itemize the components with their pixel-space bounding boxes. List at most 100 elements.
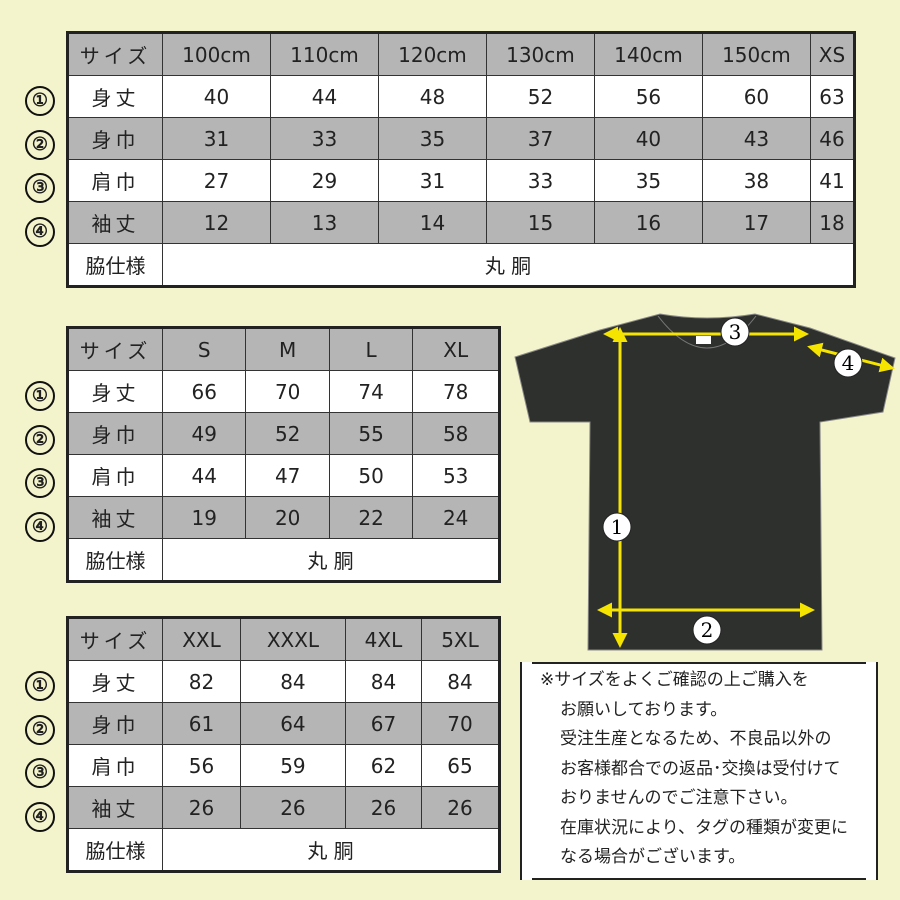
row-marker: ② <box>25 714 55 745</box>
measurement-cell: 61 <box>162 702 241 745</box>
table-row: 身丈 40 44 48 52 56 60 63 <box>67 75 856 118</box>
side-spec-value: 丸 胴 <box>162 828 500 872</box>
header-row: サイズ 100cm 110cm 120cm 130cm 140cm 150cm XS <box>67 32 856 76</box>
notice-line: お願いしております。 <box>560 699 728 720</box>
size-column-header: 150cm <box>701 32 811 76</box>
measurement-cell: 22 <box>328 496 414 539</box>
measurement-cell: 55 <box>328 412 414 455</box>
row-label: 肩巾 <box>67 454 163 497</box>
measurement-cell: 27 <box>162 159 271 202</box>
measurement-cell: 52 <box>485 75 595 118</box>
measurement-cell: 58 <box>412 412 500 455</box>
size-table: サイズ XXL XXXL 4XL 5XL 身丈 82 84 84 84 身巾 61 64 67 70 肩巾 56… <box>66 616 501 873</box>
measurement-cell: 84 <box>420 660 501 703</box>
measurement-cell: 26 <box>420 786 501 829</box>
notice-line: お客様都合での返品･交換は受付けて <box>560 758 841 779</box>
measurement-cell: 14 <box>377 201 487 244</box>
size-column-header: XL <box>412 327 500 371</box>
size-table: サイズ 100cm 110cm 120cm 130cm 140cm 150cm XS 身丈 40 4… <box>66 31 856 288</box>
row-label: 肩巾 <box>67 159 163 202</box>
measurement-cell: 35 <box>377 117 487 160</box>
measurement-cell: 53 <box>412 454 500 497</box>
measurement-cell: 40 <box>162 75 271 118</box>
size-column-header: XXXL <box>239 617 346 661</box>
table-row: 身巾 31 33 35 37 40 43 46 <box>67 117 856 160</box>
footer-row: 脇仕様丸 胴 <box>67 243 855 287</box>
size-column-header: 110cm <box>269 32 379 76</box>
notice-line: なる場合がございます。 <box>560 847 746 867</box>
side-spec-label: 脇仕様 <box>67 538 163 582</box>
measurement-cell: 56 <box>162 744 241 787</box>
diagram-label-4: 4 <box>842 351 855 375</box>
row-marker: ④ <box>25 801 55 832</box>
measurement-cell: 37 <box>485 117 595 160</box>
measurement-cell: 26 <box>162 786 241 829</box>
size-column-header: 5XL <box>420 617 501 661</box>
size-header-label: サイズ <box>67 32 163 76</box>
measurement-cell: 40 <box>593 117 703 160</box>
measurement-cell: 44 <box>161 454 247 497</box>
measurement-cell: 43 <box>701 117 811 160</box>
size-header-label: サイズ <box>67 327 163 371</box>
row-label: 袖丈 <box>67 496 163 539</box>
measurement-cell: 56 <box>593 75 703 118</box>
side-spec-label: 脇仕様 <box>67 828 163 872</box>
size-column-header: 4XL <box>344 617 422 661</box>
footer-row: 脇仕様丸 胴 <box>67 828 500 872</box>
size-column-header: 120cm <box>377 32 487 76</box>
row-label: 身丈 <box>67 660 163 703</box>
row-marker: ② <box>25 424 55 455</box>
table-row: 身巾 61 64 67 70 <box>67 702 501 745</box>
measurement-cell: 20 <box>245 496 330 539</box>
table-row: 肩巾 56 59 62 65 <box>67 744 501 787</box>
row-marker: ① <box>25 671 55 701</box>
notice-line: 在庫状況により、タグの種類が変更に <box>560 817 848 838</box>
measurement-cell: 46 <box>809 117 856 160</box>
measurement-cell: 13 <box>269 201 379 244</box>
header-row: サイズ S M L XL <box>67 327 500 371</box>
measurement-cell: 31 <box>162 117 271 160</box>
size-column-header: S <box>161 327 247 371</box>
row-marker: ③ <box>25 468 55 498</box>
measurement-cell: 65 <box>420 744 501 787</box>
row-marker: ④ <box>25 216 55 247</box>
measurement-cell: 41 <box>809 159 856 202</box>
size-column-header: 100cm <box>162 32 271 76</box>
measurement-cell: 64 <box>239 702 346 745</box>
notice-box: ※サイズをよくご確認の上ご購入を お願いしております。 受注生産となるため、不良… <box>520 662 878 880</box>
row-label: 身巾 <box>67 702 163 745</box>
row-marker: ② <box>25 129 55 160</box>
measurement-cell: 29 <box>269 159 379 202</box>
measurement-cell: 82 <box>162 660 241 703</box>
row-label: 身巾 <box>67 412 163 455</box>
measurement-cell: 16 <box>593 201 703 244</box>
size-column-header: M <box>245 327 330 371</box>
size-column-header: 130cm <box>485 32 595 76</box>
row-marker: ③ <box>25 173 55 203</box>
table-row: 身丈 82 84 84 84 <box>67 660 501 703</box>
table-row: 身巾 49 52 55 58 <box>67 412 500 455</box>
side-spec-value: 丸 胴 <box>162 243 855 287</box>
table-row: 袖丈 26 26 26 26 <box>67 786 501 829</box>
measurement-cell: 50 <box>328 454 414 497</box>
table-row: 身丈 66 70 74 78 <box>67 370 500 413</box>
row-marker: ① <box>25 86 55 116</box>
diagram-label-3: 3 <box>729 320 742 344</box>
measurement-cell: 59 <box>239 744 346 787</box>
tshirt-measurement-diagram: 1 2 3 4 <box>514 313 896 651</box>
measurement-cell: 63 <box>809 75 856 118</box>
side-spec-value: 丸 胴 <box>162 538 500 582</box>
size-column-header: XXL <box>162 617 241 661</box>
row-marker: ① <box>25 381 55 411</box>
measurement-cell: 19 <box>161 496 247 539</box>
row-label: 身巾 <box>67 117 163 160</box>
measurement-cell: 66 <box>161 370 247 413</box>
row-label: 肩巾 <box>67 744 163 787</box>
measurement-cell: 52 <box>245 412 330 455</box>
measurement-cell: 62 <box>344 744 422 787</box>
diagram-label-2: 2 <box>701 618 714 642</box>
measurement-cell: 38 <box>701 159 811 202</box>
side-spec-label: 脇仕様 <box>67 243 163 287</box>
measurement-cell: 18 <box>809 201 856 244</box>
measurement-cell: 84 <box>344 660 422 703</box>
